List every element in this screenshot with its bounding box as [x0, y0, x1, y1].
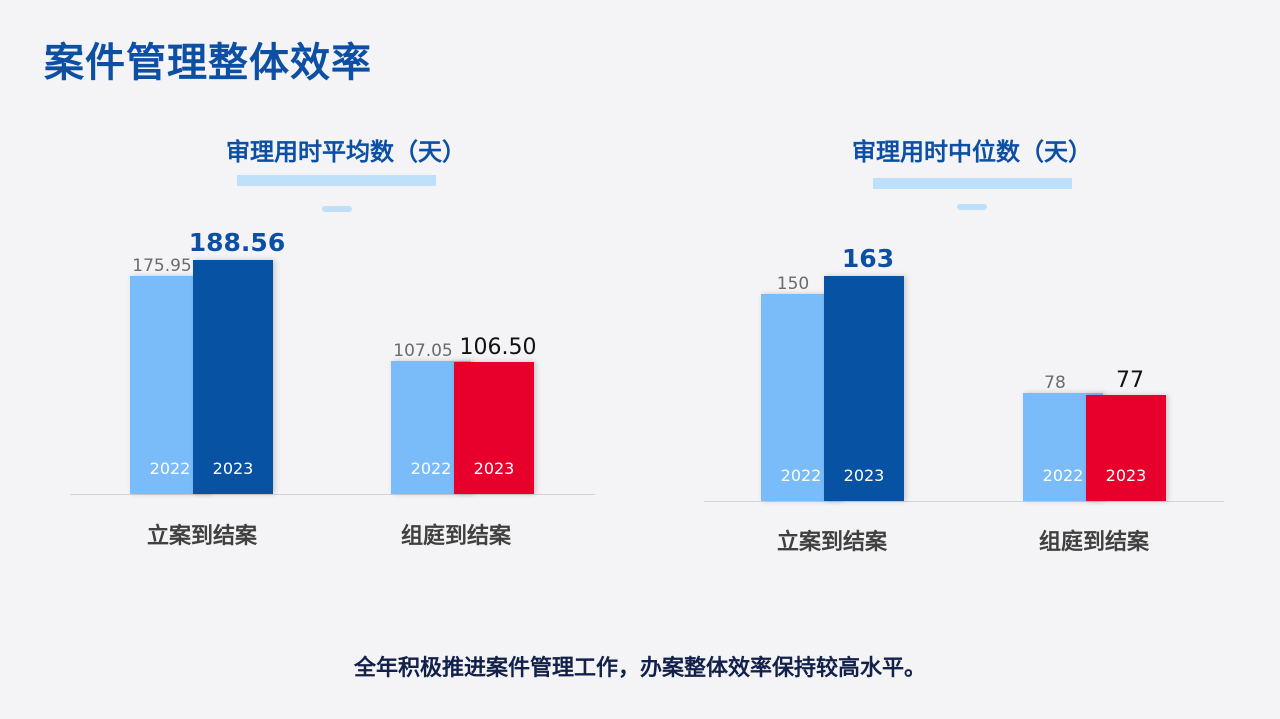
bar-year-label: 2022 [1042, 465, 1084, 485]
bar-2023-2: 2023 [454, 361, 534, 494]
x-axis-baseline [70, 494, 595, 495]
category-label: 组庭到结案 [400, 524, 511, 549]
bar-year-label: 2023 [212, 459, 254, 478]
bar-year-label: 2022 [780, 465, 822, 485]
chart-title: 审理用时平均数（天） [226, 138, 466, 166]
footer-summary: 全年积极推进案件管理工作，办案整体效率保持较高水平。 [353, 656, 926, 681]
title-dash [322, 206, 352, 212]
chart-average-duration: 审理用时平均数（天） 2022 175.95 2023 188.56 立案到结案 2022 1… [0, 0, 600, 600]
bar-year-label: 2022 [410, 458, 452, 478]
bar-year-label: 2023 [843, 466, 885, 485]
data-label: 107.05 [393, 341, 453, 362]
data-label: 163 [841, 244, 895, 273]
data-label: 188.56 [188, 228, 286, 257]
title-underline [237, 175, 436, 186]
data-label: 106.50 [459, 334, 537, 360]
bar-2023-1: 2023 [824, 276, 904, 501]
category-label: 组庭到结案 [1038, 530, 1149, 555]
data-label: 175.95 [132, 255, 192, 276]
title-underline [873, 178, 1072, 189]
bar-2023-2: 2023 [1086, 394, 1166, 501]
page-title: 案件管理整体效率 [44, 40, 372, 86]
category-label: 立案到结案 [146, 524, 257, 549]
chart-title: 审理用时中位数（天） [852, 138, 1092, 166]
bar-year-label: 2023 [473, 458, 515, 478]
bar-2023-1: 2023 [193, 260, 273, 494]
x-axis-baseline [704, 501, 1224, 502]
chart-median-duration: 审理用时中位数（天） 2022 150 2023 163 立案到结案 2022 78 2023 7… [640, 0, 1240, 600]
title-dash [957, 204, 987, 210]
data-label: 77 [1116, 367, 1144, 393]
bar-year-label: 2022 [149, 458, 191, 478]
category-label: 立案到结案 [776, 530, 887, 555]
bar-year-label: 2023 [1105, 465, 1147, 485]
data-label: 150 [776, 273, 810, 294]
data-label: 78 [1044, 373, 1066, 394]
